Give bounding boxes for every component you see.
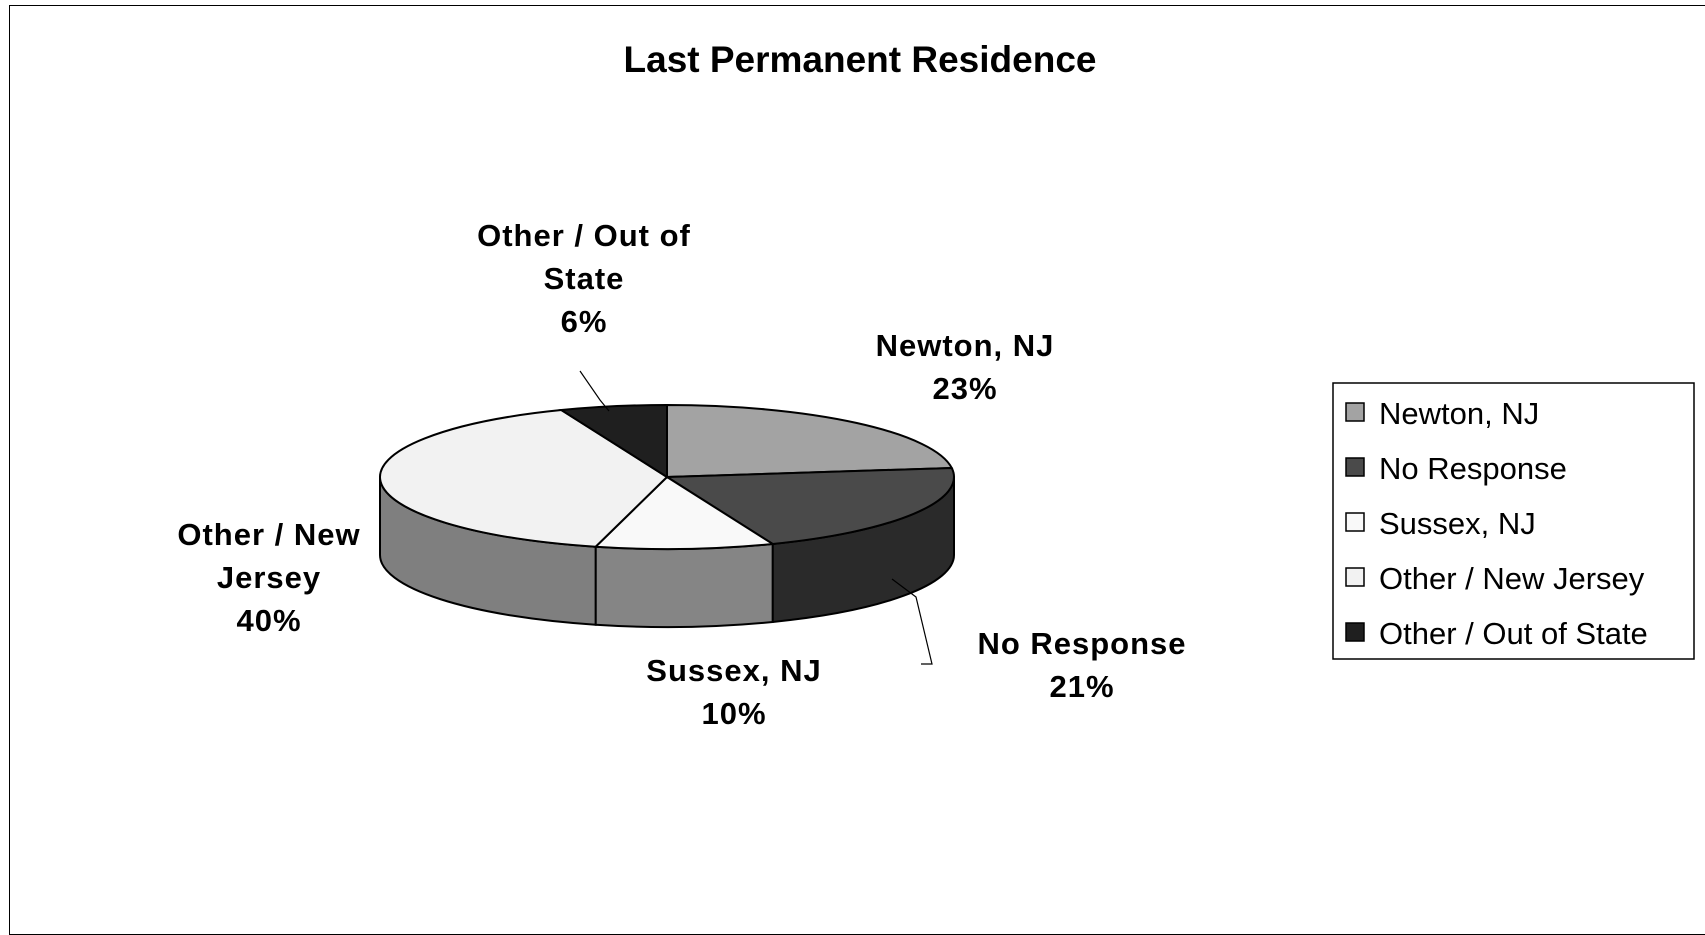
legend-label-no-response: No Response [1379,451,1567,486]
legend-swatch-no-response [1345,457,1365,477]
legend-swatch-newton-nj [1345,402,1365,422]
leader-line-other-out-of-state [579,370,610,412]
legend-swatch-other-out-of-state [1345,622,1365,642]
data-label-no-response: No Response 21% [977,626,1186,704]
legend: Newton, NJ No Response Sussex, NJ Other / N… [1332,382,1695,660]
data-labels: Newton, NJ 23% No Response 21% Sussex, NJ 10%… [177,218,1186,731]
legend-swatch-other-new-jersey [1345,567,1365,587]
pie-slice-newton-nj [666,403,954,479]
pie-slice-sussex-nj [593,475,776,550]
pie-side-sussex-nj [594,542,774,628]
pie-sides [379,476,955,628]
leader-line-no-response [891,578,933,665]
leader-lines [579,370,933,665]
data-label-other-out-of-state: Other / Out of State 6% [477,218,691,339]
pie-slice-other-new-jersey [379,409,669,548]
data-label-sussex-nj: Sussex, NJ 10% [646,653,821,731]
legend-label-other-new-jersey: Other / New Jersey [1379,561,1645,596]
legend-label-other-out-of-state: Other / Out of State [1379,616,1648,651]
data-label-newton-nj: Newton, NJ 23% [876,328,1055,406]
legend-swatch-sussex-nj [1345,512,1365,532]
pie-slice-other-out-of-state [558,403,668,479]
pie-slice-no-response [663,466,955,545]
data-label-other-new-jersey: Other / New Jersey 40% [177,517,360,638]
legend-box [1332,382,1695,660]
legend-label-sussex-nj: Sussex, NJ [1379,506,1536,541]
chart-title: Last Permanent Residence [624,39,1097,80]
legend-label-newton-nj: Newton, NJ [1379,396,1539,431]
pie-tops [379,403,955,550]
